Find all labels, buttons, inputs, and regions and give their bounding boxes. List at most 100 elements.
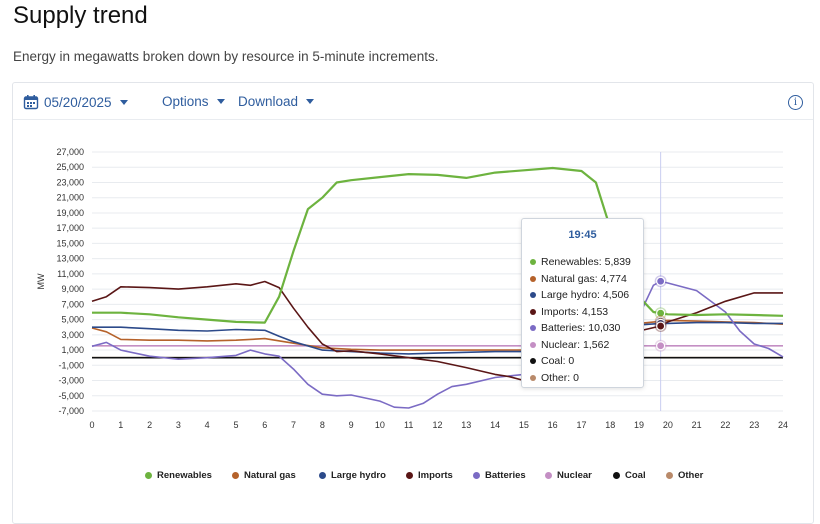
tooltip-row-renewables: Renewables: 5,839 [530,256,631,268]
legend-item-natural-gas[interactable]: Natural gas [232,470,296,481]
legend-other-label: Other [678,470,704,481]
y-tick-label: 3,000 [61,330,84,340]
tooltip-row-batteries: Batteries: 10,030 [530,322,620,334]
x-tick-label: 1 [118,420,123,430]
legend-renewables-label: Renewables [157,470,212,481]
legend-nuclear-dot-icon [545,472,552,479]
imports-dot-icon [530,308,536,315]
tooltip-natural-gas-value: Natural gas: 4,774 [541,272,627,285]
series-line-natural-gas [91,319,784,351]
legend-batteries-dot-icon [473,472,480,479]
tooltip-row-other: Other: 0 [530,372,579,384]
chart-legend: Renewables Natural gas Large hydro Impor… [0,470,820,486]
y-tick-label: 27,000 [56,147,84,157]
legend-item-other[interactable]: Other [666,470,703,481]
x-tick-label: 23 [749,420,759,430]
x-tick-label: 0 [89,420,94,430]
legend-item-batteries[interactable]: Batteries [473,470,526,481]
y-tick-label: 21,000 [56,193,84,203]
legend-item-renewables[interactable]: Renewables [145,470,212,481]
tooltip-row-large-hydro: Large hydro: 4,506 [530,289,629,301]
x-tick-label: 15 [519,420,529,430]
download-menu[interactable]: Download [238,94,315,109]
y-tick-label: 15,000 [56,238,84,248]
legend-other-dot-icon [666,472,673,479]
y-tick-label: 19,000 [56,208,84,218]
batteries-dot-icon [530,325,536,331]
x-tick-label: 9 [349,420,354,430]
calendar-icon [23,95,39,110]
legend-nuclear-label: Nuclear [557,470,592,481]
x-tick-label: 13 [461,420,471,430]
options-caret-icon [216,99,225,104]
date-caret-icon [119,99,128,105]
date-picker[interactable]: 05/20/2025 [23,94,128,110]
hover-marker-batteries [656,276,666,286]
y-axis-ticks: 27,000 25,000 23,000 21,000 19,000 17,000 15,0… [56,147,84,416]
x-tick-label: 8 [320,420,325,430]
y-tick-label: 5,000 [61,315,84,325]
x-tick-label: 5 [233,420,238,430]
x-tick-label: 14 [490,420,500,430]
y-tick-label: 7,000 [61,299,84,309]
hover-marker-imports [656,321,666,331]
legend-large-hydro-dot-icon [319,472,326,479]
legend-coal-label: Coal [625,470,646,481]
tooltip-row-natural-gas: Natural gas: 4,774 [530,273,627,285]
tooltip-large-hydro-value: Large hydro: 4,506 [541,289,630,301]
y-tick-label: -3,000 [58,376,84,386]
series-line-batteries [91,280,784,409]
x-tick-label: 19 [634,420,644,430]
info-icon[interactable]: i [788,95,803,110]
x-tick-label: 18 [605,420,615,430]
legend-imports-label: Imports [418,470,453,481]
hover-marker-nuclear [656,341,666,351]
legend-imports-dot-icon [406,472,413,479]
series-line-renewables [92,166,784,324]
tooltip-row-imports: Imports: 4,153 [530,306,608,318]
x-tick-label: 17 [576,420,586,430]
tooltip-batteries-value: Batteries: 10,030 [541,322,621,334]
nuclear-dot-icon [530,341,536,348]
page-title: Supply trend [13,2,148,29]
x-tick-label: 12 [432,420,442,430]
y-tick-label: -7,000 [58,406,84,416]
x-tick-label: 11 [404,420,413,430]
tooltip-imports-value: Imports: 4,153 [541,305,609,318]
x-tick-label: 7 [291,420,296,430]
chart-series [91,166,784,409]
series-line-large-hydro [92,321,783,355]
page-subtitle: Energy in megawatts broken down by resou… [13,49,439,64]
large-hydro-dot-icon [530,292,536,298]
coal-dot-icon [530,358,536,364]
tooltip-row-nuclear: Nuclear: 1,562 [530,339,609,351]
legend-batteries-label: Batteries [485,470,526,481]
y-tick-label: 1,000 [61,345,84,355]
legend-item-imports[interactable]: Imports [406,470,453,481]
chart-grid [92,151,783,412]
chart-toolbar: 05/20/2025 Options Download i [13,83,813,120]
legend-item-coal[interactable]: Coal [613,470,646,481]
options-menu[interactable]: Options [162,94,225,109]
y-tick-label: 9,000 [61,284,84,294]
legend-item-nuclear[interactable]: Nuclear [545,470,592,481]
tooltip-time: 19:45 [568,229,597,241]
x-tick-label: 22 [720,420,730,430]
x-tick-label: 20 [663,420,673,430]
download-caret-icon [306,99,315,104]
tooltip-other-value: Other: 0 [541,371,579,384]
legend-natural-gas-label: Natural gas [244,470,296,481]
x-tick-label: 3 [176,420,181,430]
chart-panel: 05/20/2025 Options Download i [12,82,814,524]
date-value: 05/20/2025 [44,94,112,110]
hover-markers [654,275,667,352]
y-tick-label: 23,000 [56,177,84,187]
x-tick-label: 4 [205,420,210,430]
legend-item-large-hydro[interactable]: Large hydro [319,470,386,481]
y-tick-label: -1,000 [58,360,84,370]
legend-coal-dot-icon [613,472,620,479]
y-tick-label: 25,000 [56,162,84,172]
y-axis-label: MW [36,273,46,289]
download-label: Download [238,94,299,109]
